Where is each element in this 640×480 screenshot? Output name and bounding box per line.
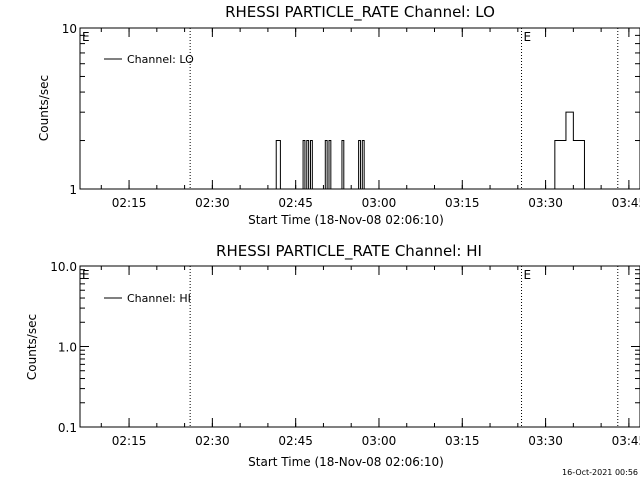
annotation-group: EE xyxy=(82,28,619,189)
event-marker-label: E xyxy=(82,30,90,44)
y-tick-label: 10 xyxy=(62,22,77,36)
chart-title: RHESSI PARTICLE_RATE Channel: HI xyxy=(216,242,482,261)
footer-timestamp: 16-Oct-2021 00:56 xyxy=(562,468,638,477)
x-tick-label: 02:45 xyxy=(278,434,313,448)
x-tick-label: 03:15 xyxy=(445,196,480,210)
event-marker-label: E xyxy=(524,268,532,282)
legend-entry: Channel: HI xyxy=(127,292,191,305)
panel-hi: RHESSI PARTICLE_RATE Channel: HI 02:15 02… xyxy=(25,242,640,469)
event-marker-label: E xyxy=(524,30,532,44)
event-marker-label: E xyxy=(82,268,90,282)
panel-lo: RHESSI PARTICLE_RATE Channel: LO 02:15 02… xyxy=(37,3,640,227)
x-tick-label: 03:30 xyxy=(528,196,563,210)
x-tick-label: 03:30 xyxy=(528,434,563,448)
y-tick-label: 1.0 xyxy=(58,341,77,355)
y-tick-label: 10.0 xyxy=(50,260,77,274)
legend: Channel: HI xyxy=(104,292,191,305)
chart-title: RHESSI PARTICLE_RATE Channel: LO xyxy=(225,3,495,22)
tick-group: 02:15 02:30 02:45 03:00 03:15 03:30 03:45 0.1 1.… xyxy=(50,260,640,448)
x-axis-label: Start Time (18-Nov-08 02:06:10) xyxy=(248,455,444,469)
tick-group: 02:15 02:30 02:45 03:00 03:15 03:30 03:45 1 10 xyxy=(62,22,640,210)
x-tick-label: 03:15 xyxy=(445,434,480,448)
series-line xyxy=(273,111,589,190)
legend: Channel: LO xyxy=(104,53,194,66)
plot-frame xyxy=(79,265,640,428)
x-tick-label: 02:15 xyxy=(112,196,147,210)
x-tick-label: 02:30 xyxy=(195,196,230,210)
x-tick-label: 02:15 xyxy=(112,434,147,448)
x-tick-label: 03:45 xyxy=(612,434,640,448)
x-tick-label: 03:00 xyxy=(362,434,397,448)
x-tick-label: 03:00 xyxy=(362,196,397,210)
x-tick-label: 03:45 xyxy=(612,196,640,210)
series-group xyxy=(273,111,589,190)
y-tick-label: 1 xyxy=(69,183,77,197)
annotation-group: EE xyxy=(82,266,619,427)
x-tick-label: 02:45 xyxy=(278,196,313,210)
y-tick-label: 0.1 xyxy=(58,421,77,435)
legend-entry: Channel: LO xyxy=(127,53,194,66)
y-axis-label: Counts/sec xyxy=(25,314,39,380)
x-axis-label: Start Time (18-Nov-08 02:06:10) xyxy=(248,213,444,227)
y-axis-label: Counts/sec xyxy=(37,75,51,141)
x-tick-label: 02:30 xyxy=(195,434,230,448)
